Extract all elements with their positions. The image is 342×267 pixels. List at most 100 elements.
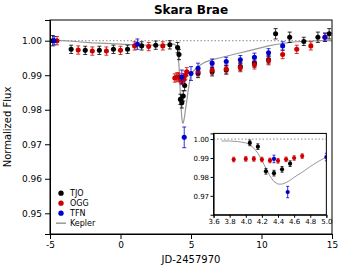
data-point: [264, 169, 268, 173]
x-tick: 15: [327, 234, 338, 250]
y-tick-label: 0.99: [193, 155, 209, 163]
y-tick: 0.99: [193, 155, 213, 163]
x-tick-label: 4.2: [257, 218, 268, 226]
x-tick: -5: [46, 234, 55, 250]
error-bar: [274, 29, 278, 39]
data-point: [181, 93, 186, 98]
data-point: [90, 49, 95, 54]
data-point: [69, 47, 74, 52]
data-point: [238, 65, 243, 70]
error-bar: [252, 53, 256, 61]
data-point: [188, 71, 193, 76]
y-tick-mark: [211, 196, 214, 197]
x-tick-label: 10: [256, 240, 268, 250]
legend-label: TFN: [69, 209, 85, 218]
x-tick-label: 0: [118, 240, 124, 250]
error-bar: [97, 46, 101, 54]
error-bar: [177, 49, 181, 59]
data-point: [210, 68, 215, 73]
x-tick-label: 3.6: [208, 218, 220, 226]
data-point: [252, 55, 257, 60]
data-point: [252, 62, 257, 67]
y-tick-mark: [45, 213, 50, 214]
y-tick-label: 0.97: [193, 193, 209, 201]
x-tick: 4.6: [289, 215, 301, 226]
x-tick-label: 4.0: [241, 218, 252, 226]
data-point: [153, 43, 158, 48]
data-point: [256, 145, 260, 149]
y-tick: 0.97: [193, 193, 213, 201]
error-bar: [185, 68, 189, 76]
x-tick-mark: [191, 234, 192, 239]
y-axis: 0.95 0.96 0.97 0.98 0.99 1.00: [22, 21, 51, 235]
x-tick: 5.0: [321, 215, 332, 226]
x-tick-label: 3.8: [225, 218, 236, 226]
y-tick-label: 0.95: [22, 209, 42, 219]
y-tick-label: 1.00: [22, 36, 42, 46]
series-points: [52, 33, 328, 148]
legend-label: TJO: [69, 189, 84, 198]
data-point: [272, 157, 276, 161]
y-tick-label: 0.96: [22, 174, 42, 184]
error-bar: [210, 59, 214, 67]
error-bar: [232, 157, 235, 162]
y-tick-label: 0.98: [193, 174, 209, 182]
error-bar: [327, 29, 331, 39]
legend-label: Kepler: [70, 219, 96, 228]
error-bar: [238, 56, 242, 64]
error-bar: [168, 41, 172, 49]
y-tick: 0.98: [22, 105, 50, 115]
y-axis: 0.97 0.98 0.99 1.00: [193, 134, 214, 215]
data-point: [266, 50, 271, 55]
error-bar: [272, 155, 275, 163]
error-bar: [281, 167, 284, 173]
data-point: [266, 58, 271, 63]
data-point: [327, 31, 332, 36]
y-tick-label: 0.98: [22, 105, 42, 115]
error-bar: [135, 39, 139, 49]
x-tick-label: 4.6: [289, 218, 301, 226]
x-tick: 0: [118, 234, 124, 250]
plot-frame: [50, 20, 332, 234]
data-point: [280, 167, 284, 171]
x-axis-line: [51, 235, 333, 240]
error-bar: [154, 41, 158, 49]
error-bar: [256, 144, 259, 150]
error-bar: [126, 45, 130, 53]
error-bar: [180, 70, 184, 84]
data-point: [118, 48, 123, 53]
error-bar: [69, 45, 73, 53]
data-point: [125, 47, 130, 52]
y-tick-mark: [45, 41, 50, 42]
chart-svg: -50510150.950.960.970.980.991.00Skara Br…: [0, 0, 342, 267]
error-bar: [267, 57, 271, 65]
x-tick-label: 5.0: [321, 218, 332, 226]
data-point: [196, 66, 201, 71]
x-tick: 4.0: [241, 215, 252, 226]
error-bar: [260, 157, 263, 162]
series-points: [272, 153, 326, 197]
data-point: [273, 31, 278, 36]
x-axis-title: JD-2457970: [161, 254, 221, 265]
y-tick-label: 0.97: [22, 140, 42, 150]
y-tick: 1.00: [193, 136, 213, 144]
error-bar: [302, 37, 306, 45]
legend-item: Kepler: [56, 219, 96, 228]
y-tick: 0.97: [22, 140, 50, 150]
data-point: [146, 44, 151, 49]
x-axis: 3.63.84.04.24.44.64.85.0: [208, 215, 332, 226]
data-point: [287, 35, 292, 40]
data-point: [301, 39, 306, 44]
error-bar: [323, 33, 327, 41]
data-point: [111, 47, 116, 52]
data-point: [300, 154, 304, 158]
data-point: [224, 59, 229, 64]
error-bar: [272, 170, 275, 176]
error-bar: [76, 46, 80, 54]
x-tick: 4.8: [305, 215, 316, 226]
y-tick-mark: [45, 75, 50, 76]
data-point: [252, 157, 256, 161]
x-tick-mark: [262, 234, 263, 239]
data-point: [179, 74, 184, 79]
y-tick: 0.99: [22, 71, 50, 81]
